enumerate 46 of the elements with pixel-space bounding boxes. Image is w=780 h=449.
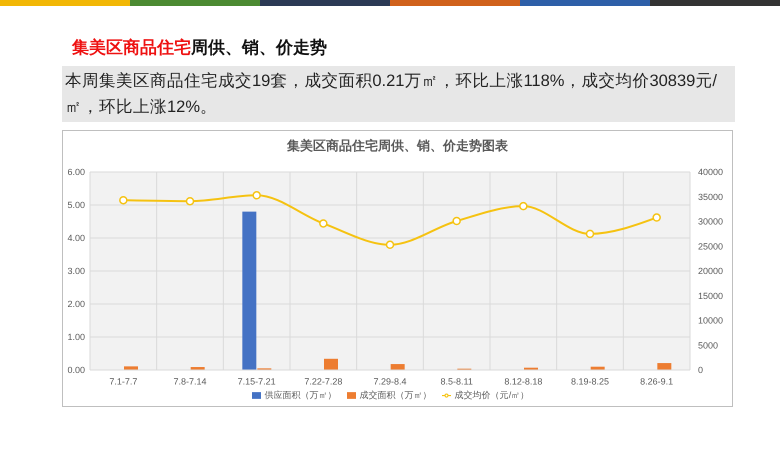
y2-tick-label: 35000 [698, 192, 724, 202]
y2-tick-label: 30000 [698, 216, 724, 227]
point [519, 202, 528, 210]
y2-tick-label: 5000 [698, 340, 718, 350]
legend-label: 成交面积（万㎡） [360, 390, 432, 400]
legend-label: 供应面积（万㎡） [264, 390, 337, 400]
text: 周供、销、价走势 [191, 38, 327, 57]
point [652, 213, 661, 222]
point [119, 196, 128, 204]
text: 集美区商品住宅 [72, 38, 191, 57]
y-tick-label: 3.00 [67, 266, 85, 276]
y2-tick-label: 40000 [698, 167, 724, 178]
legend-label: 成交均价（元/㎡） [454, 390, 530, 400]
y2-tick-label: 15000 [698, 290, 724, 301]
y-tick-label: 0.00 [67, 365, 85, 376]
bar [657, 363, 672, 370]
bar [590, 366, 605, 370]
y-tick-label: 6.00 [67, 167, 85, 178]
x-tick-label: 7.22-7.28 [304, 376, 342, 386]
bar [390, 364, 405, 370]
x-tick-label: 7.15-7.21 [238, 376, 276, 386]
y2-tick-label: 10000 [698, 316, 724, 326]
x-tick-label: 8.12-8.18 [504, 376, 542, 386]
point [452, 216, 461, 226]
point [586, 230, 594, 238]
text: 本周集美区商品住宅成交19套，成交面积0.21万㎡，环比上涨118%，成交均价30839元/㎡，环比上涨12%。 [62, 66, 735, 122]
point [186, 196, 194, 206]
chart-title: 集美区商品住宅周供、销、价走势图表 [286, 137, 509, 155]
point [319, 219, 328, 228]
x-tick-label: 8.5-8.11 [440, 376, 473, 386]
x-tick-label: 7.1-7.7 [109, 376, 138, 386]
x-tick-label: 8.26-9.1 [640, 376, 674, 386]
y2-tick-label: 0 [698, 365, 704, 376]
bar [324, 358, 338, 370]
y-tick-label: 1.00 [67, 332, 85, 342]
y-tick-label: 4.00 [67, 233, 85, 244]
point [252, 191, 261, 200]
y2-tick-label: 25000 [698, 241, 724, 252]
y2-tick-label: 20000 [698, 266, 724, 276]
y-tick-label: 2.00 [67, 299, 85, 310]
x-tick-label: 8.19-8.25 [570, 376, 610, 386]
bar [242, 212, 256, 370]
point [386, 240, 394, 250]
y-tick-label: 5.00 [67, 200, 85, 210]
x-tick-label: 7.8-7.14 [173, 376, 207, 386]
x-tick-label: 7.29-8.4 [373, 376, 407, 386]
